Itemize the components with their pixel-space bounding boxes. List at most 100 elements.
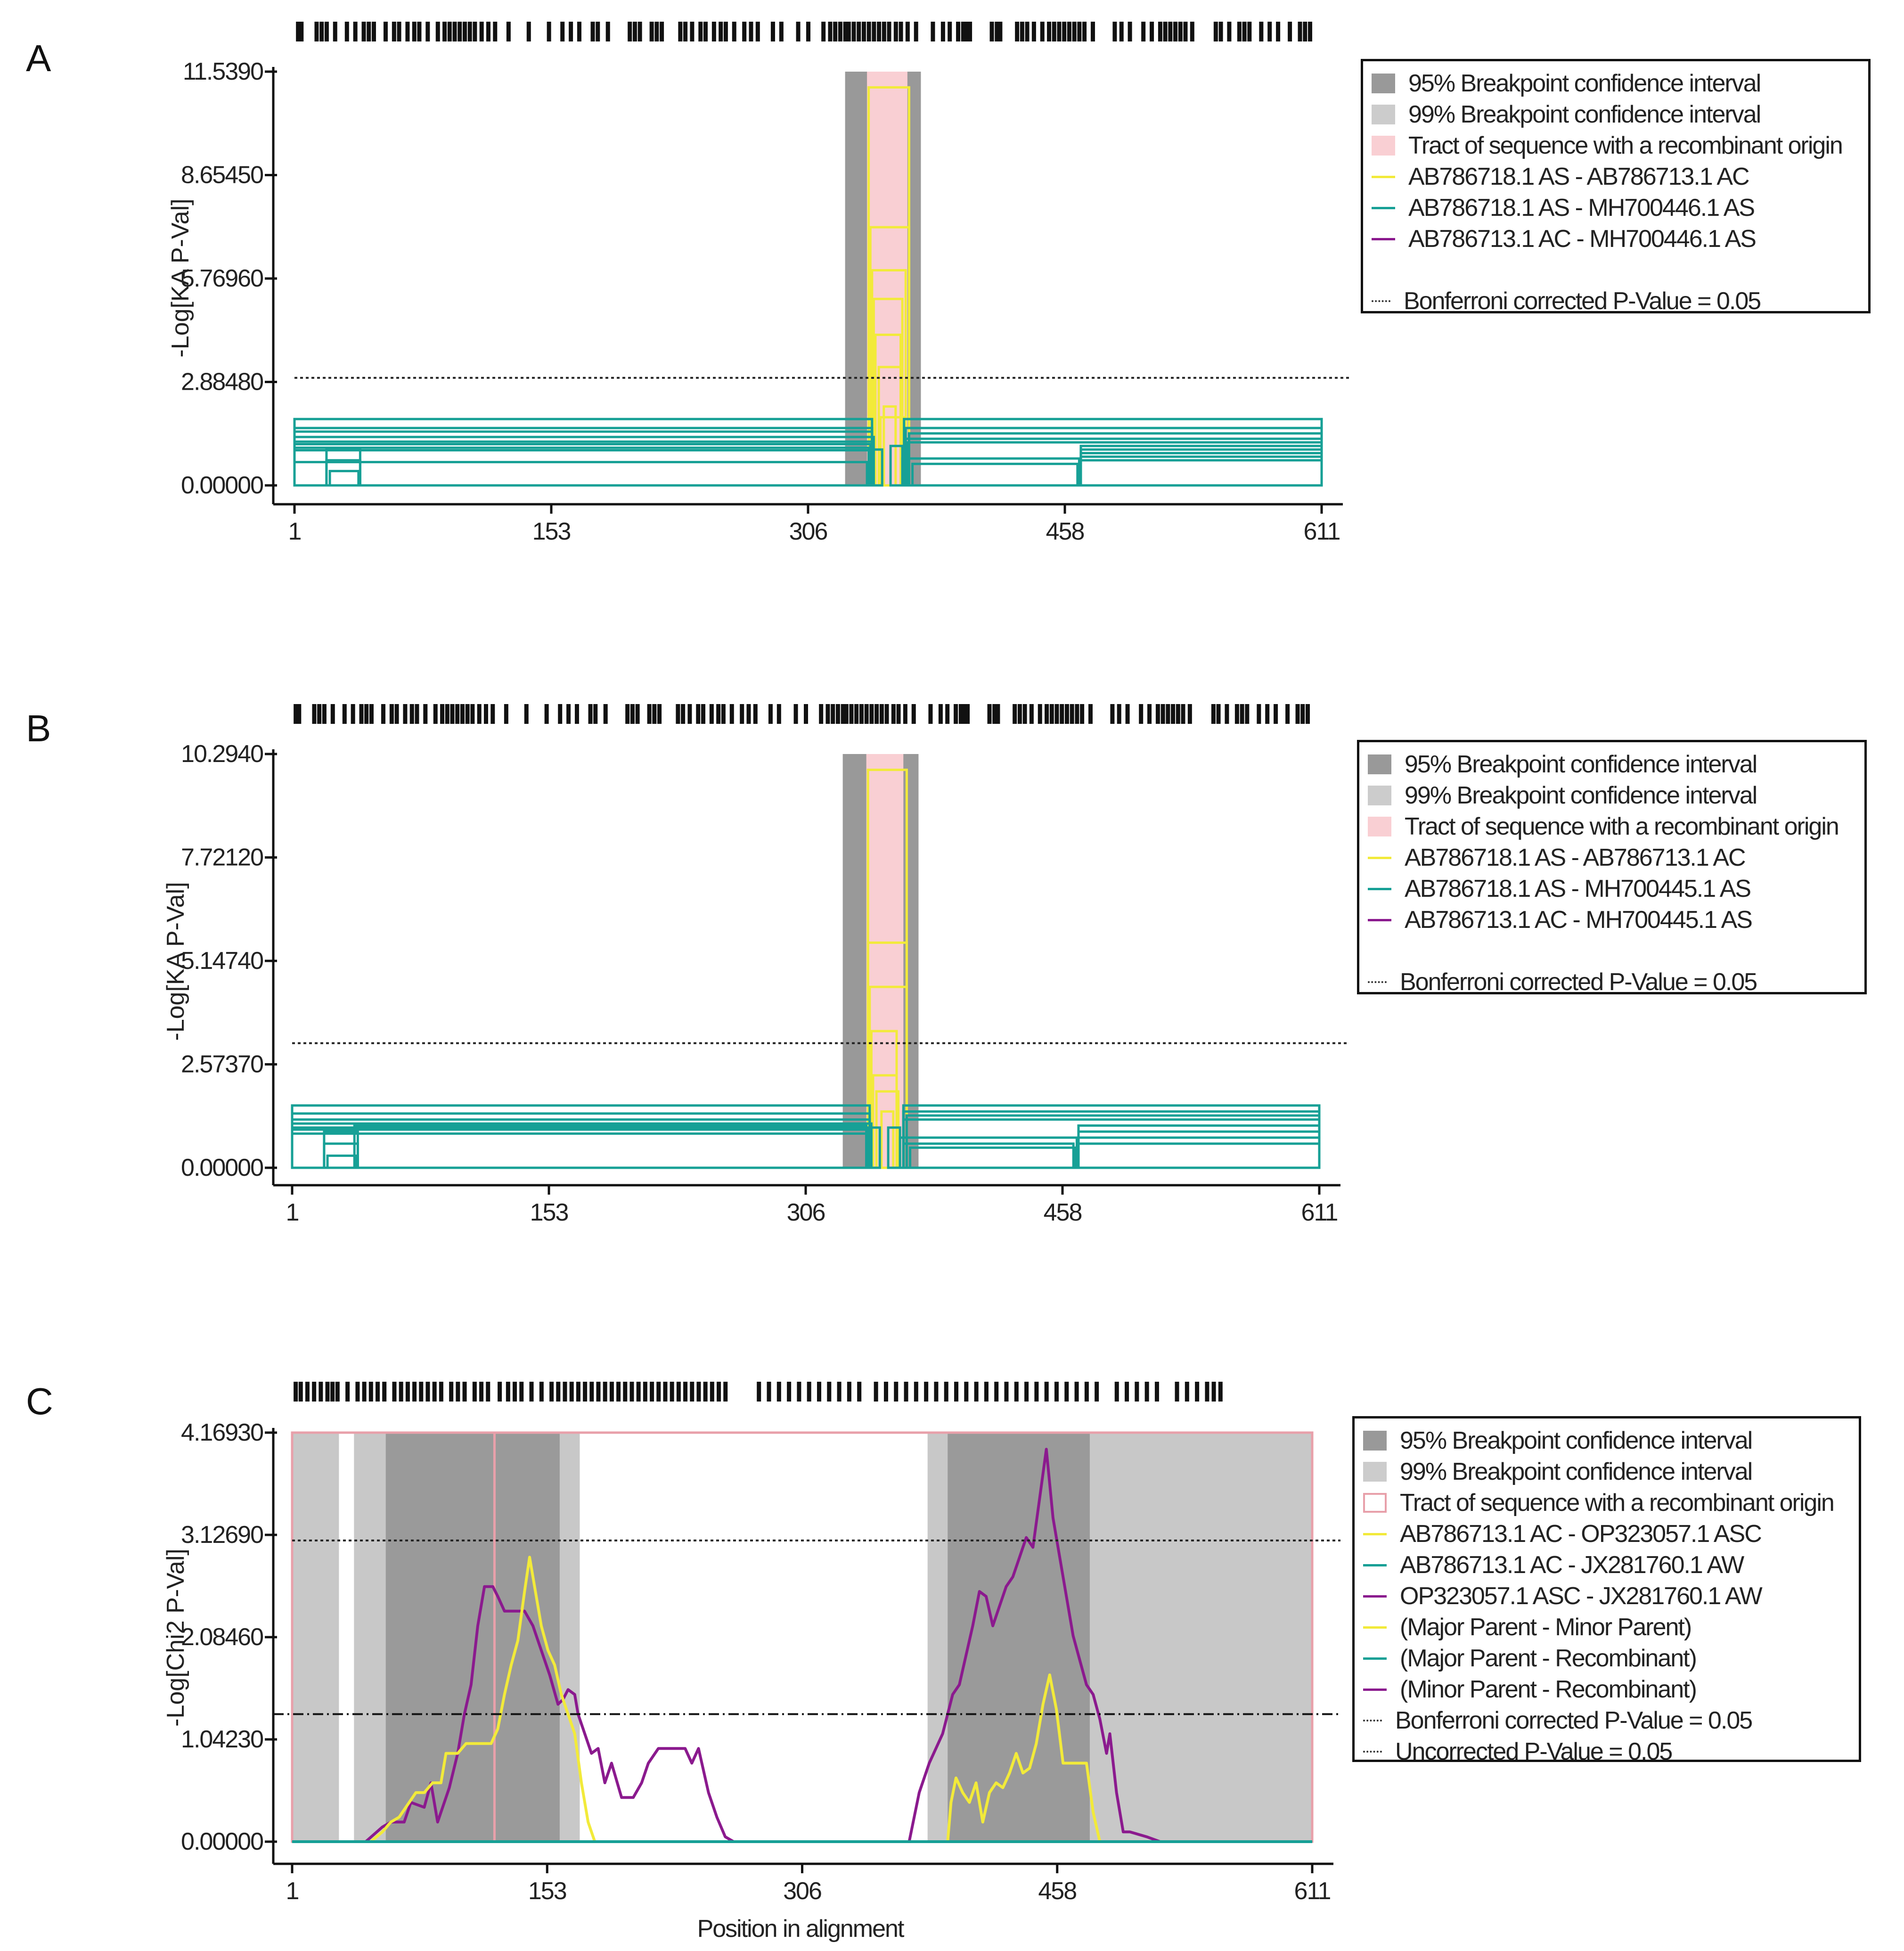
- site-tick: [654, 22, 659, 41]
- site-tick: [549, 1382, 554, 1402]
- site-tick: [589, 1382, 594, 1402]
- series-point: [952, 1694, 953, 1695]
- site-tick: [740, 704, 744, 724]
- site-tick: [524, 704, 529, 724]
- legend-swatch: [1372, 105, 1395, 124]
- site-tick: [872, 22, 876, 41]
- site-tick: [442, 22, 447, 41]
- site-tick: [629, 1382, 634, 1402]
- y-tick-label: 8.65450: [181, 162, 263, 189]
- site-tick: [896, 704, 901, 724]
- series-step: [293, 449, 872, 487]
- series-point: [591, 1753, 592, 1754]
- site-tick: [877, 22, 882, 41]
- site-tick: [1114, 1382, 1119, 1402]
- series-step: [326, 1154, 358, 1169]
- site-tick: [703, 22, 708, 41]
- site-tick: [473, 22, 477, 41]
- ci95-band: [385, 1433, 560, 1842]
- series-step: [872, 448, 883, 487]
- site-tick: [566, 704, 571, 724]
- site-tick: [1084, 1382, 1089, 1402]
- site-tick: [498, 1382, 502, 1402]
- site-tick: [1110, 704, 1115, 724]
- site-tick: [767, 1382, 771, 1402]
- legend-item: Bonferroni corrected P-Value = 0.05: [1363, 286, 1761, 317]
- site-tick: [506, 22, 511, 41]
- site-tick: [389, 704, 394, 724]
- site-tick: [458, 22, 462, 41]
- site-tick: [297, 704, 302, 724]
- site-tick: [1004, 1382, 1009, 1402]
- site-tick: [656, 1382, 661, 1402]
- series-point: [1093, 1694, 1094, 1695]
- site-ticks: [294, 704, 1310, 724]
- legend-swatch: [1372, 300, 1390, 302]
- legend-label: Uncorrected P-Value = 0.05: [1395, 1738, 1673, 1765]
- legend-label: 99% Breakpoint confidence interval: [1405, 782, 1757, 809]
- series-step: [1079, 444, 1323, 487]
- site-tick: [1125, 1382, 1129, 1402]
- site-tick: [859, 704, 864, 724]
- legend-panel-a: 95% Breakpoint confidence interval 99% Br…: [1361, 59, 1871, 315]
- site-tick: [1176, 704, 1180, 724]
- legend-item: AB786718.1 AS - AB786713.1 AC: [1363, 161, 1750, 192]
- site-tick: [294, 704, 298, 724]
- site-tick: [968, 22, 972, 41]
- site-tick: [992, 704, 997, 724]
- site-tick: [717, 1382, 721, 1402]
- site-tick: [376, 1382, 380, 1402]
- site-tick: [954, 704, 958, 724]
- legend-label: (Major Parent - Recombinant): [1400, 1645, 1697, 1672]
- site-tick: [649, 22, 654, 41]
- series-step: [1077, 1142, 1321, 1169]
- series-point: [561, 1694, 562, 1695]
- series-step: [901, 457, 1080, 487]
- site-tick: [637, 22, 642, 41]
- site-tick: [433, 704, 438, 724]
- site-tick: [796, 22, 801, 41]
- y-tick-label: 11.5390: [183, 58, 263, 85]
- site-tick: [882, 22, 886, 41]
- site-tick: [1247, 22, 1252, 41]
- site-tick: [569, 22, 573, 41]
- series-step: [870, 1126, 881, 1169]
- site-tick: [1057, 22, 1062, 41]
- site-tick: [828, 22, 833, 41]
- site-tick: [670, 1382, 674, 1402]
- site-tick: [1020, 22, 1024, 41]
- site-tick: [904, 1382, 908, 1402]
- legend-swatch: [1368, 754, 1391, 774]
- site-tick: [1074, 1382, 1079, 1402]
- site-tick: [928, 704, 933, 724]
- site-tick: [630, 704, 635, 724]
- site-tick: [353, 22, 358, 41]
- site-tick: [749, 22, 753, 41]
- series-step: [905, 1114, 1321, 1169]
- site-tick: [333, 22, 337, 41]
- site-tick: [539, 1382, 544, 1402]
- site-tick: [1237, 22, 1242, 41]
- site-tick: [696, 1382, 701, 1402]
- y-tick-label: 0.00000: [181, 1828, 263, 1855]
- site-tick: [854, 704, 859, 724]
- site-tick: [894, 1382, 899, 1402]
- site-tick: [603, 1382, 607, 1402]
- legend-label: Tract of sequence with a recombinant ori…: [1405, 813, 1839, 840]
- site-tick: [1064, 1382, 1069, 1402]
- site-tick: [899, 22, 903, 41]
- site-tick: [544, 704, 549, 724]
- site-tick: [1067, 22, 1071, 41]
- site-tick: [998, 22, 1003, 41]
- site-tick: [690, 1382, 695, 1402]
- site-tick: [298, 1382, 303, 1402]
- legend-item: 95% Breakpoint confidence interval: [1363, 68, 1761, 99]
- site-tick: [506, 1382, 510, 1402]
- x-tick-label: 1: [286, 1199, 299, 1226]
- series-point: [504, 1694, 505, 1695]
- site-tick: [1185, 1382, 1189, 1402]
- legend-label: 95% Breakpoint confidence interval: [1408, 70, 1761, 97]
- legend-swatch: [1372, 136, 1395, 156]
- legend-label: 95% Breakpoint confidence interval: [1400, 1427, 1753, 1454]
